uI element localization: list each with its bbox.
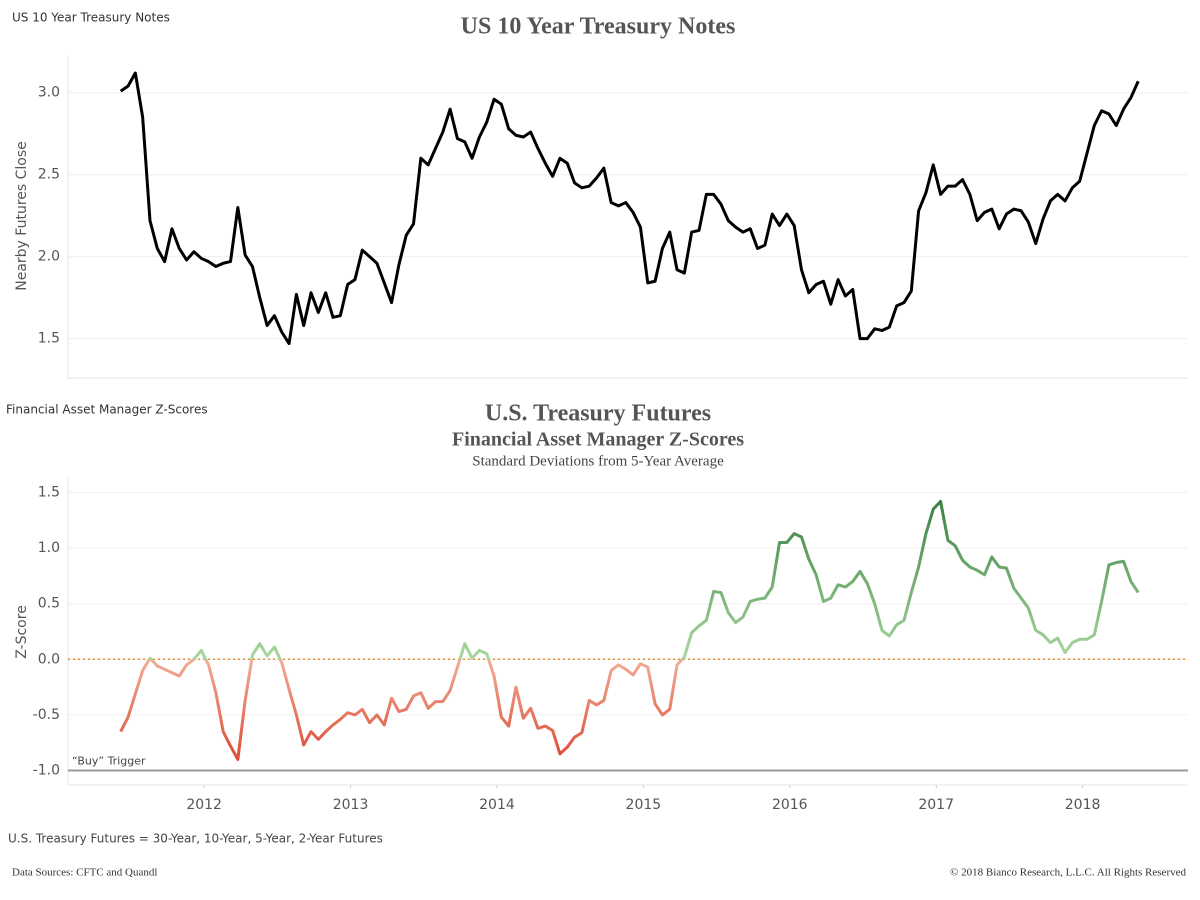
chart-subtitle: Financial Asset Manager Z-Scores <box>452 429 744 451</box>
data-line <box>119 71 1140 346</box>
y-tick-label: 3.0 <box>38 85 60 101</box>
y-tick-label: 1.5 <box>38 484 60 500</box>
x-tick-label: 2017 <box>918 797 954 813</box>
sheet-label: US 10 Year Treasury Notes <box>12 11 170 25</box>
y-axis-title: Nearby Futures Close <box>14 141 30 291</box>
y-tick-label: 2.0 <box>38 249 60 265</box>
data-sources: Data Sources: CFTC and Quandl <box>12 867 157 879</box>
y-tick-label: -1.0 <box>33 763 60 779</box>
chart-title: U.S. Treasury Futures <box>485 401 711 427</box>
x-tick-label: 2012 <box>186 797 222 813</box>
y-tick-label: 0.0 <box>38 651 60 667</box>
y-axis-title: Z-Score <box>14 605 30 659</box>
data-line <box>119 499 1140 761</box>
x-tick-label: 2016 <box>772 797 808 813</box>
footnote: U.S. Treasury Futures = 30-Year, 10-Year… <box>8 832 383 846</box>
sheet-label: Financial Asset Manager Z-Scores <box>6 403 208 417</box>
y-tick-label: 0.5 <box>38 596 60 612</box>
copyright: © 2018 Bianco Research, L.L.C. All Right… <box>950 867 1186 879</box>
x-tick-label: 2015 <box>626 797 662 813</box>
y-tick-label: 1.0 <box>38 540 60 556</box>
y-tick-label: -0.5 <box>33 707 60 723</box>
y-tick-label: 2.5 <box>38 167 60 183</box>
x-tick-label: 2018 <box>1065 797 1101 813</box>
y-tick-label: 1.5 <box>38 331 60 347</box>
x-tick-label: 2014 <box>479 797 515 813</box>
chart-title: US 10 Year Treasury Notes <box>461 14 736 40</box>
chart-subtitle: Standard Deviations from 5-Year Average <box>472 453 724 469</box>
reference-label: “Buy” Trigger <box>72 755 146 768</box>
x-tick-label: 2013 <box>333 797 369 813</box>
